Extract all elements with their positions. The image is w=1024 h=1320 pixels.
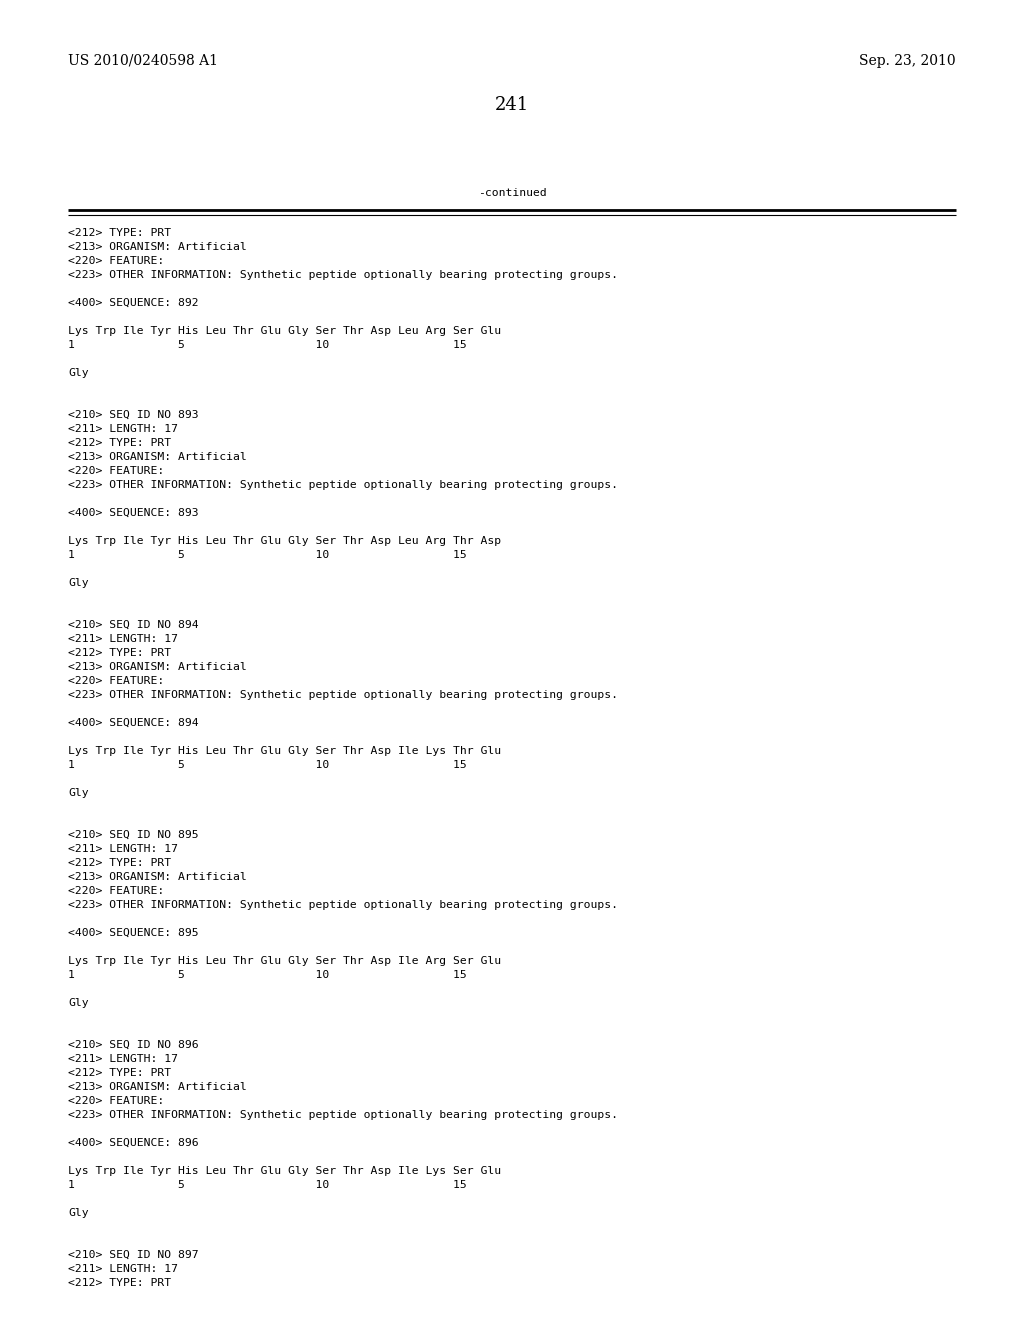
Text: Lys Trp Ile Tyr His Leu Thr Glu Gly Ser Thr Asp Leu Arg Ser Glu: Lys Trp Ile Tyr His Leu Thr Glu Gly Ser … (68, 326, 501, 337)
Text: <212> TYPE: PRT: <212> TYPE: PRT (68, 438, 171, 447)
Text: <213> ORGANISM: Artificial: <213> ORGANISM: Artificial (68, 1082, 247, 1092)
Text: <212> TYPE: PRT: <212> TYPE: PRT (68, 1278, 171, 1288)
Text: <400> SEQUENCE: 893: <400> SEQUENCE: 893 (68, 508, 199, 517)
Text: US 2010/0240598 A1: US 2010/0240598 A1 (68, 54, 218, 69)
Text: <213> ORGANISM: Artificial: <213> ORGANISM: Artificial (68, 451, 247, 462)
Text: <220> FEATURE:: <220> FEATURE: (68, 1096, 164, 1106)
Text: <211> LENGTH: 17: <211> LENGTH: 17 (68, 843, 178, 854)
Text: <210> SEQ ID NO 893: <210> SEQ ID NO 893 (68, 411, 199, 420)
Text: <220> FEATURE:: <220> FEATURE: (68, 886, 164, 896)
Text: <211> LENGTH: 17: <211> LENGTH: 17 (68, 1265, 178, 1274)
Text: Lys Trp Ile Tyr His Leu Thr Glu Gly Ser Thr Asp Leu Arg Thr Asp: Lys Trp Ile Tyr His Leu Thr Glu Gly Ser … (68, 536, 501, 546)
Text: <400> SEQUENCE: 892: <400> SEQUENCE: 892 (68, 298, 199, 308)
Text: Gly: Gly (68, 368, 89, 378)
Text: <212> TYPE: PRT: <212> TYPE: PRT (68, 858, 171, 869)
Text: Gly: Gly (68, 1208, 89, 1218)
Text: 1               5                   10                  15: 1 5 10 15 (68, 550, 467, 560)
Text: <220> FEATURE:: <220> FEATURE: (68, 256, 164, 267)
Text: Gly: Gly (68, 788, 89, 799)
Text: Sep. 23, 2010: Sep. 23, 2010 (859, 54, 956, 69)
Text: <223> OTHER INFORMATION: Synthetic peptide optionally bearing protecting groups.: <223> OTHER INFORMATION: Synthetic pepti… (68, 480, 618, 490)
Text: 241: 241 (495, 96, 529, 114)
Text: <212> TYPE: PRT: <212> TYPE: PRT (68, 228, 171, 238)
Text: Lys Trp Ile Tyr His Leu Thr Glu Gly Ser Thr Asp Ile Arg Ser Glu: Lys Trp Ile Tyr His Leu Thr Glu Gly Ser … (68, 956, 501, 966)
Text: <220> FEATURE:: <220> FEATURE: (68, 466, 164, 477)
Text: 1               5                   10                  15: 1 5 10 15 (68, 760, 467, 770)
Text: <223> OTHER INFORMATION: Synthetic peptide optionally bearing protecting groups.: <223> OTHER INFORMATION: Synthetic pepti… (68, 271, 618, 280)
Text: Gly: Gly (68, 578, 89, 587)
Text: <213> ORGANISM: Artificial: <213> ORGANISM: Artificial (68, 242, 247, 252)
Text: <400> SEQUENCE: 894: <400> SEQUENCE: 894 (68, 718, 199, 729)
Text: <211> LENGTH: 17: <211> LENGTH: 17 (68, 1053, 178, 1064)
Text: 1               5                   10                  15: 1 5 10 15 (68, 1180, 467, 1191)
Text: <212> TYPE: PRT: <212> TYPE: PRT (68, 1068, 171, 1078)
Text: <210> SEQ ID NO 897: <210> SEQ ID NO 897 (68, 1250, 199, 1261)
Text: <223> OTHER INFORMATION: Synthetic peptide optionally bearing protecting groups.: <223> OTHER INFORMATION: Synthetic pepti… (68, 1110, 618, 1119)
Text: <210> SEQ ID NO 895: <210> SEQ ID NO 895 (68, 830, 199, 840)
Text: <210> SEQ ID NO 894: <210> SEQ ID NO 894 (68, 620, 199, 630)
Text: <212> TYPE: PRT: <212> TYPE: PRT (68, 648, 171, 657)
Text: 1               5                   10                  15: 1 5 10 15 (68, 970, 467, 979)
Text: <223> OTHER INFORMATION: Synthetic peptide optionally bearing protecting groups.: <223> OTHER INFORMATION: Synthetic pepti… (68, 690, 618, 700)
Text: -continued: -continued (477, 187, 547, 198)
Text: <220> FEATURE:: <220> FEATURE: (68, 676, 164, 686)
Text: <213> ORGANISM: Artificial: <213> ORGANISM: Artificial (68, 873, 247, 882)
Text: <213> ORGANISM: Artificial: <213> ORGANISM: Artificial (68, 663, 247, 672)
Text: Gly: Gly (68, 998, 89, 1008)
Text: <400> SEQUENCE: 896: <400> SEQUENCE: 896 (68, 1138, 199, 1148)
Text: <211> LENGTH: 17: <211> LENGTH: 17 (68, 424, 178, 434)
Text: <400> SEQUENCE: 895: <400> SEQUENCE: 895 (68, 928, 199, 939)
Text: <211> LENGTH: 17: <211> LENGTH: 17 (68, 634, 178, 644)
Text: 1               5                   10                  15: 1 5 10 15 (68, 341, 467, 350)
Text: Lys Trp Ile Tyr His Leu Thr Glu Gly Ser Thr Asp Ile Lys Thr Glu: Lys Trp Ile Tyr His Leu Thr Glu Gly Ser … (68, 746, 501, 756)
Text: <223> OTHER INFORMATION: Synthetic peptide optionally bearing protecting groups.: <223> OTHER INFORMATION: Synthetic pepti… (68, 900, 618, 909)
Text: Lys Trp Ile Tyr His Leu Thr Glu Gly Ser Thr Asp Ile Lys Ser Glu: Lys Trp Ile Tyr His Leu Thr Glu Gly Ser … (68, 1166, 501, 1176)
Text: <210> SEQ ID NO 896: <210> SEQ ID NO 896 (68, 1040, 199, 1049)
